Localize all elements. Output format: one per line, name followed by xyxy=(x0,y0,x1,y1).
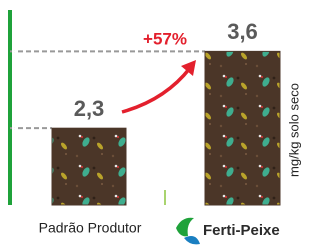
annotation: +57% xyxy=(143,29,187,48)
value-label: 3,6 xyxy=(227,19,258,44)
logo xyxy=(176,218,200,245)
axis-marker xyxy=(12,125,16,131)
axis-marker xyxy=(12,48,16,54)
chart: mg/kg solo seco +57% 2,3 3,6 Padrão Produt… xyxy=(0,0,314,250)
y-axis-label: mg/kg solo seco xyxy=(286,83,301,177)
value-label: 2,3 xyxy=(74,96,105,121)
bar xyxy=(52,128,126,205)
growth-arrow xyxy=(122,68,190,112)
category-label: Ferti-Peixe xyxy=(203,222,280,239)
category-label: Padrão Produtor xyxy=(39,220,142,236)
bar xyxy=(205,51,280,205)
